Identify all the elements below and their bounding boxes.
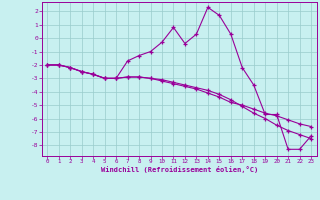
X-axis label: Windchill (Refroidissement éolien,°C): Windchill (Refroidissement éolien,°C) bbox=[100, 166, 258, 173]
